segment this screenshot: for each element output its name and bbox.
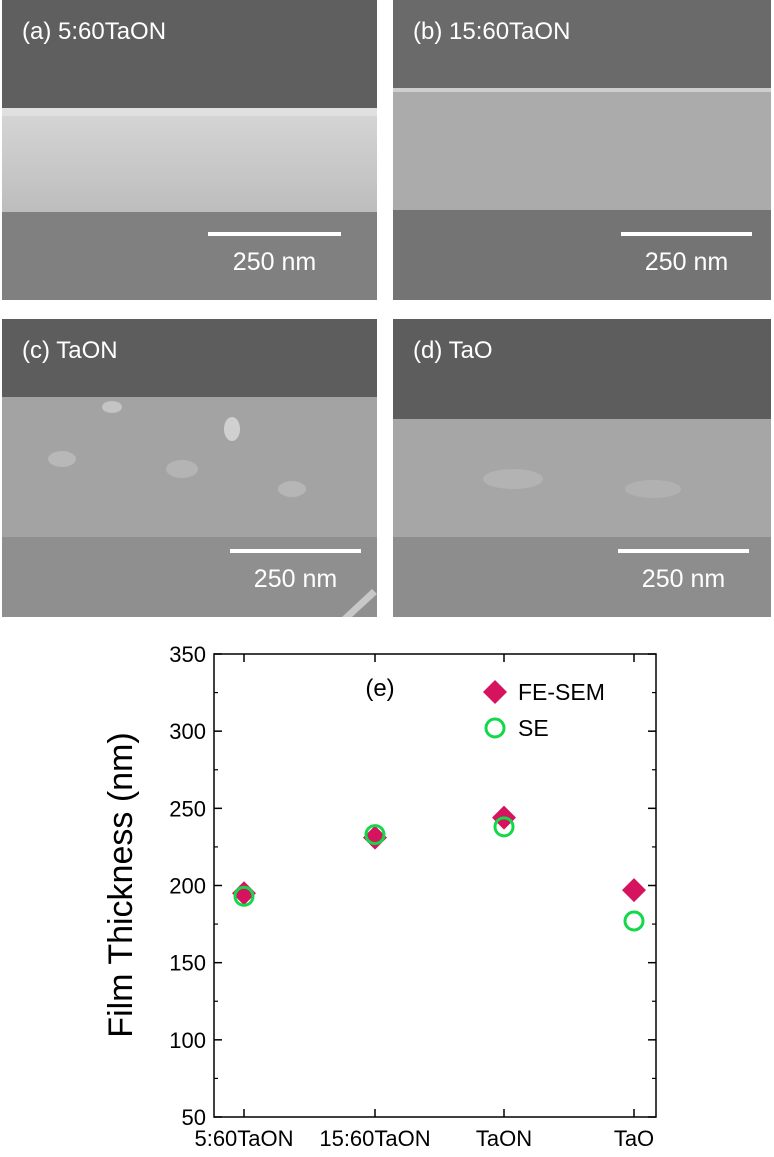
scale-bar-b — [621, 232, 752, 236]
legend-fe-sem-label: FE-SEM — [518, 679, 605, 705]
thickness-chart: 50 100 150 200 250 300 350 5:60TaON 15:60TaON Ta… — [102, 642, 657, 1151]
fe-sem-point — [363, 825, 387, 850]
x-tick-label: TaO — [614, 1126, 654, 1151]
y-tick-label: 200 — [169, 874, 206, 899]
x-tick-label: TaON — [476, 1126, 532, 1151]
fe-sem-point — [622, 878, 646, 903]
se-point — [623, 910, 645, 932]
scale-label-c: 250 nm — [253, 565, 338, 593]
legend-fe-sem-marker — [483, 680, 507, 704]
scale-label-b: 250 nm — [644, 248, 729, 276]
se-point — [493, 816, 515, 838]
scale-bar-d — [618, 549, 749, 553]
scale-label-d: 250 nm — [641, 565, 726, 593]
data-marks — [232, 805, 646, 932]
se-point — [233, 885, 255, 907]
x-axis: 5:60TaON 15:60TaON TaON TaO — [194, 654, 654, 1151]
panel-label-c: (c) TaON — [22, 337, 118, 364]
panel-label-d: (d) TaO — [413, 337, 493, 364]
x-tick-label: 15:60TaON — [319, 1126, 430, 1151]
legend-se-label: SE — [518, 715, 549, 741]
y-tick-label: 350 — [169, 642, 206, 667]
sem-image-c — [2, 319, 377, 617]
y-axis: 50 100 150 200 250 300 350 — [169, 642, 656, 1130]
scale-bar-a — [208, 232, 341, 236]
sem-image-b — [393, 0, 771, 300]
chart-annotation: (e) — [365, 675, 394, 702]
legend-se-marker — [484, 717, 506, 739]
sem-panel-a: (a) 5:60TaON 250 nm — [2, 0, 377, 300]
scale-label-a: 250 nm — [232, 248, 317, 276]
sem-panel-d: (d) TaO 250 nm — [393, 319, 771, 617]
scale-bar-c — [230, 549, 361, 553]
panel-label-b: (b) 15:60TaON — [413, 18, 571, 45]
plot-frame — [213, 653, 657, 1118]
y-tick-label: 100 — [169, 1028, 206, 1053]
legend: FE-SEM SE — [483, 679, 605, 741]
se-point — [364, 824, 386, 846]
x-tick-label: 5:60TaON — [194, 1126, 293, 1151]
y-tick-label: 250 — [169, 796, 206, 821]
sem-panel-b: (b) 15:60TaON 250 nm — [393, 0, 771, 300]
y-axis-label: Film Thickness (nm) — [102, 732, 140, 1037]
y-tick-label: 300 — [169, 719, 206, 744]
y-tick-label: 150 — [169, 951, 206, 976]
fe-sem-point — [232, 881, 256, 906]
sem-panel-c: (c) TaON 250 nm — [2, 319, 377, 617]
sem-image-a — [2, 0, 377, 300]
panel-label-a: (a) 5:60TaON — [22, 18, 167, 45]
y-tick-label: 50 — [182, 1105, 206, 1130]
